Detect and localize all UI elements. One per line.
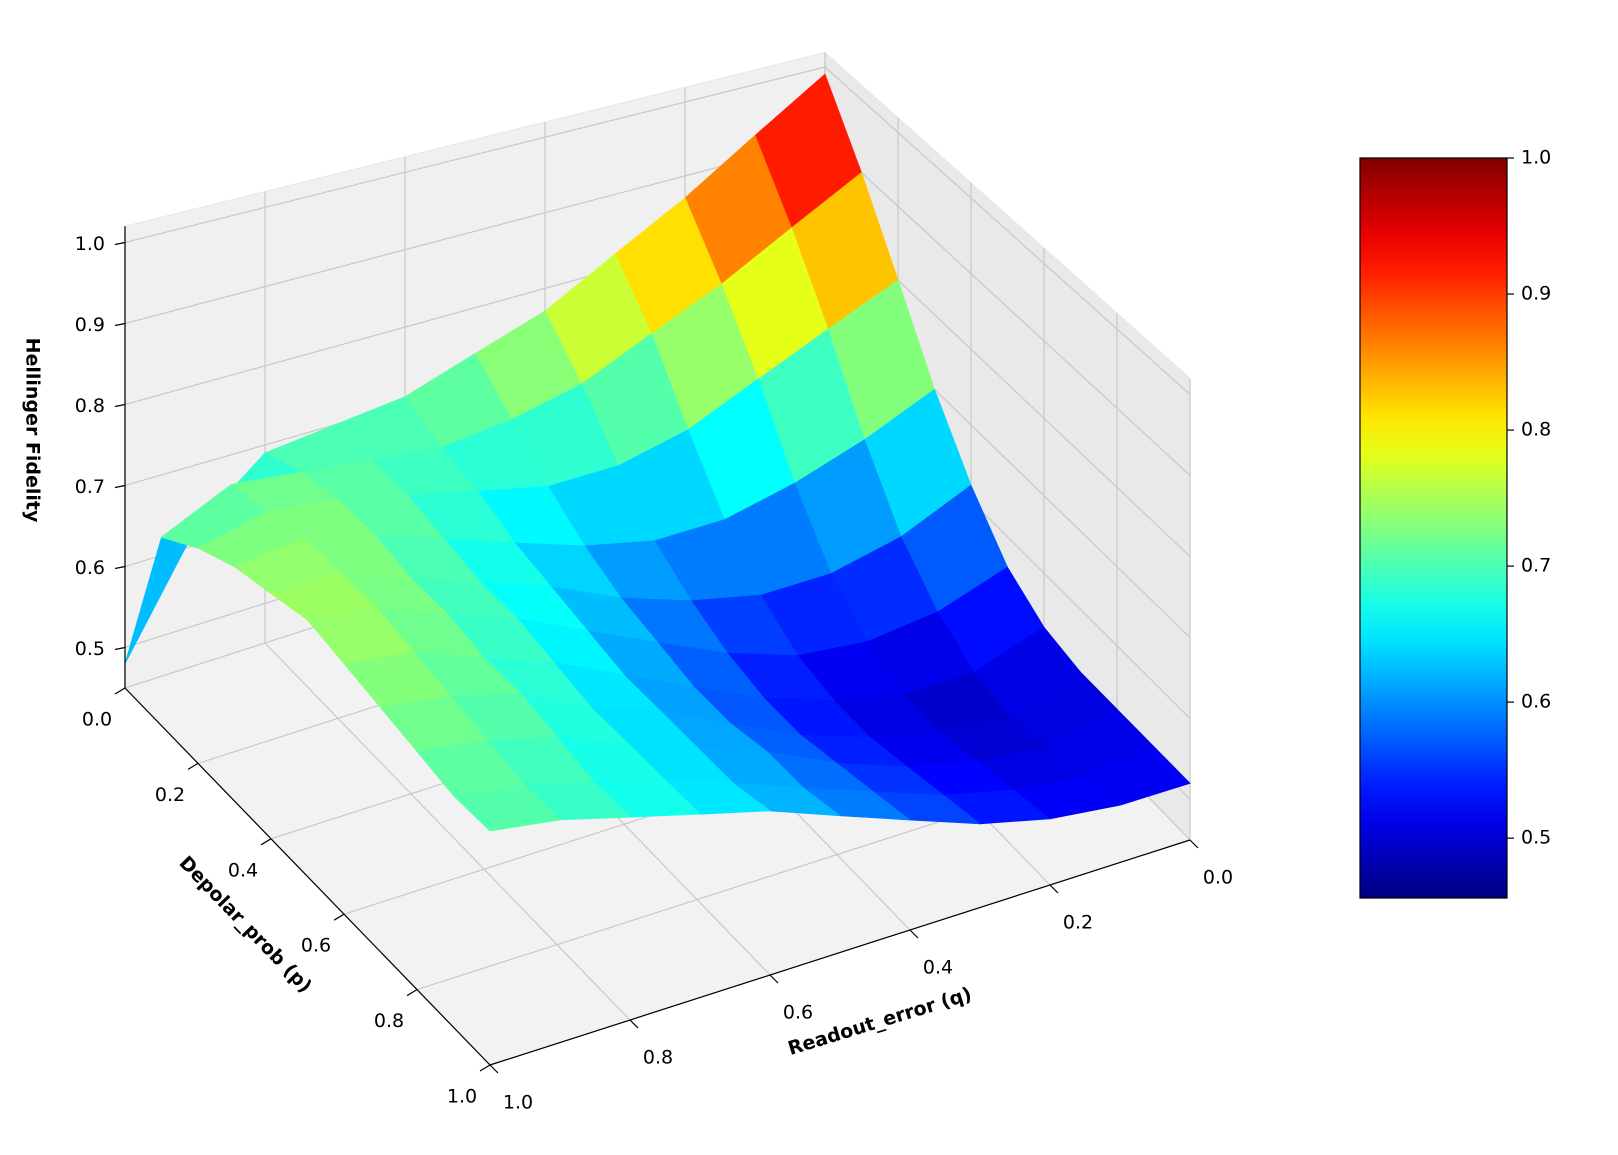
colorbar-tick-label: 0.7 <box>1521 555 1551 577</box>
x-tick-label: 0.0 <box>1203 867 1233 889</box>
tick-mark <box>260 838 272 846</box>
tick-mark <box>114 403 126 408</box>
tick-mark <box>114 565 126 570</box>
colorbar-tick-label: 0.9 <box>1521 283 1551 305</box>
tick-mark <box>489 1064 499 1074</box>
colorbar <box>1359 157 1508 899</box>
colorbar-tick-label: 0.8 <box>1521 419 1551 441</box>
tick-mark <box>1049 884 1059 894</box>
y-tick-label: 0.6 <box>301 935 331 957</box>
grid-line <box>124 66 1191 395</box>
tick-mark <box>114 322 126 327</box>
x-axis-label: Readout_error (q) <box>785 983 974 1060</box>
z-tick-label: 0.5 <box>75 638 105 660</box>
tick-mark <box>333 913 345 921</box>
z-tick-label: 0.7 <box>75 476 105 498</box>
z-tick-label: 0.9 <box>75 314 105 336</box>
z-tick-label: 0.6 <box>75 557 105 579</box>
tick-mark <box>114 687 126 695</box>
colorbar-tick-label: 0.5 <box>1521 827 1551 849</box>
x-tick-label: 0.2 <box>1063 912 1093 934</box>
tick-mark <box>629 1019 639 1029</box>
tick-mark <box>406 989 418 997</box>
x-tick-label: 0.4 <box>923 957 953 979</box>
colorbar-tick-label: 0.6 <box>1521 691 1551 713</box>
y-tick-label: 0.0 <box>82 709 112 731</box>
tick-mark <box>114 646 126 651</box>
y-tick-label: 0.4 <box>228 859 258 881</box>
tick-mark <box>1189 839 1199 849</box>
tick-mark <box>114 241 126 246</box>
z-axis-label: Hellinger Fidelity <box>22 338 44 523</box>
z-tick-label: 1.0 <box>75 233 105 255</box>
x-axis-line <box>489 839 1191 1066</box>
surface-facet <box>452 783 561 832</box>
y-axis-line <box>124 687 491 1066</box>
x-tick-label: 1.0 <box>503 1092 533 1114</box>
x-tick-label: 0.6 <box>783 1002 813 1024</box>
z-tick-label: 0.8 <box>75 395 105 417</box>
tick-mark <box>909 929 919 939</box>
colorbar-tick-label: 1.0 <box>1521 147 1551 169</box>
y-tick-label: 1.0 <box>447 1086 477 1108</box>
tick-mark <box>769 974 779 984</box>
tick-mark <box>479 1064 491 1072</box>
tick-mark <box>187 762 199 770</box>
y-tick-label: 0.2 <box>155 784 185 806</box>
y-tick-label: 0.8 <box>374 1010 404 1032</box>
x-tick-label: 0.8 <box>643 1047 673 1069</box>
tick-mark <box>114 484 126 489</box>
